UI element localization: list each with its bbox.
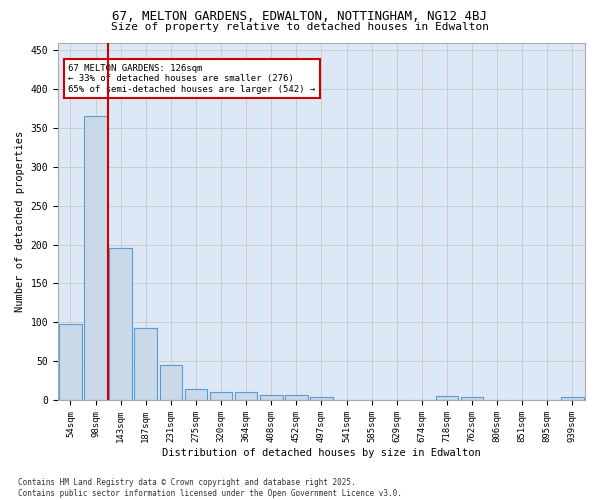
Bar [109,248,132,400]
Bar [210,392,232,400]
Text: Contains HM Land Registry data © Crown copyright and database right 2025.
Contai: Contains HM Land Registry data © Crown c… [18,478,402,498]
Bar [310,397,333,400]
Bar [84,116,107,400]
Bar [59,324,82,400]
Bar [561,397,584,400]
Bar [160,365,182,400]
Bar [260,394,283,400]
X-axis label: Distribution of detached houses by size in Edwalton: Distribution of detached houses by size … [162,448,481,458]
Bar [436,396,458,400]
Text: Size of property relative to detached houses in Edwalton: Size of property relative to detached ho… [111,22,489,32]
Text: 67 MELTON GARDENS: 126sqm
← 33% of detached houses are smaller (276)
65% of semi: 67 MELTON GARDENS: 126sqm ← 33% of detac… [68,64,316,94]
Bar [235,392,257,400]
Bar [134,328,157,400]
Text: 67, MELTON GARDENS, EDWALTON, NOTTINGHAM, NG12 4BJ: 67, MELTON GARDENS, EDWALTON, NOTTINGHAM… [113,10,487,23]
Y-axis label: Number of detached properties: Number of detached properties [15,130,25,312]
Bar [185,389,207,400]
Bar [285,396,308,400]
Bar [461,397,484,400]
